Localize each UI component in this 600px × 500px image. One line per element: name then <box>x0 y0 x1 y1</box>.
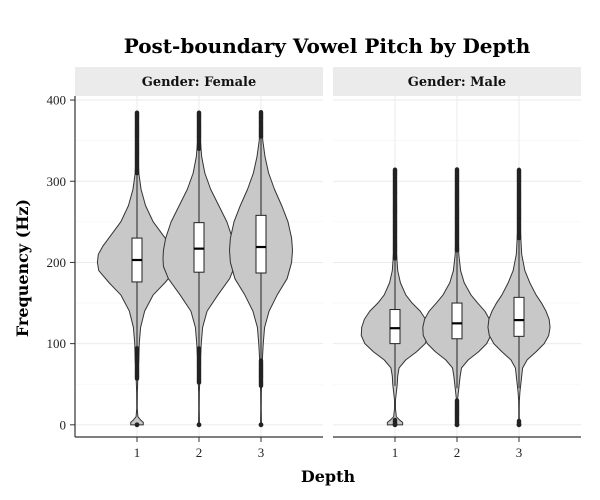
box-depth-3 <box>255 214 267 274</box>
outlier-low <box>392 417 398 423</box>
outlier-zero <box>454 422 460 428</box>
outlier-low <box>258 358 264 363</box>
outlier-low <box>454 398 460 403</box>
x-tick-label: 3 <box>516 445 523 460</box>
y-tick-label: 300 <box>47 174 67 189</box>
outlier-high <box>196 110 202 115</box>
x-tick-label: 2 <box>454 445 461 460</box>
box-depth-3 <box>513 296 525 337</box>
plot-area: 0 100 200 300 400 Gender: Female 1 2 3 Gender: Ma… <box>47 67 581 460</box>
y-tick-label: 100 <box>47 336 67 351</box>
outlier-zero <box>392 422 398 428</box>
facet-strip-label: Gender: Male <box>408 75 506 90</box>
outlier-high <box>454 167 460 172</box>
outlier-zero <box>258 422 264 428</box>
box-depth-1 <box>389 309 401 345</box>
outlier-low <box>196 346 202 351</box>
y-tick-label: 400 <box>47 93 67 108</box>
y-tick-label: 200 <box>47 255 67 270</box>
outlier-high <box>392 167 398 172</box>
x-tick-label: 3 <box>258 445 265 460</box>
x-tick-label: 1 <box>392 445 399 460</box>
outlier-low <box>134 346 140 351</box>
x-axis-title: Depth <box>301 467 356 486</box>
outlier-high <box>258 110 264 115</box>
facet-strip-label: Gender: Female <box>142 75 257 90</box>
outlier-high <box>516 167 522 173</box>
chart-title: Post-boundary Vowel Pitch by Depth <box>124 34 531 58</box>
outlier-zero <box>196 422 202 428</box>
box-depth-2 <box>193 222 205 273</box>
y-axis-title: Frequency (Hz) <box>13 199 32 337</box>
outlier-zero <box>516 422 522 428</box>
facet-strip <box>75 67 323 96</box>
outlier-low <box>516 418 522 424</box>
outlier-high <box>134 110 140 115</box>
facet-strip <box>333 67 581 96</box>
y-tick-label: 0 <box>60 417 67 432</box>
x-tick-label: 1 <box>134 445 141 460</box>
x-tick-label: 2 <box>196 445 203 460</box>
box-depth-2 <box>451 302 463 340</box>
outlier-zero <box>134 422 140 428</box>
